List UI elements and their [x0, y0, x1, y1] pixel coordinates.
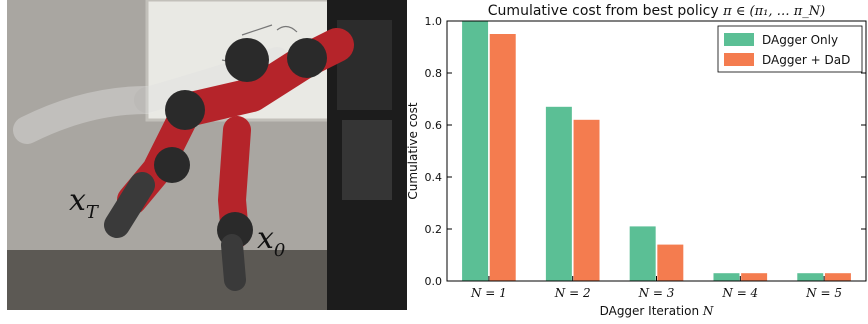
robot-arm-illustration: xT x0: [7, 0, 407, 310]
end-pose-label: x0: [257, 221, 285, 261]
bar-dagger-dad-1: [489, 34, 516, 281]
bar-dagger-dad-2: [573, 119, 600, 281]
bar-dagger-dad-3: [657, 244, 684, 281]
bar-dagger-only-4: [713, 273, 740, 281]
y-tick-label: 0.8: [425, 67, 443, 80]
bar-dagger-only-2: [545, 106, 572, 281]
x-tick-label: N = 1: [470, 286, 507, 300]
x-axis-label: DAgger Iteration N: [600, 304, 714, 318]
y-tick-label: 0.4: [425, 171, 443, 184]
bar-dagger-only-3: [629, 226, 656, 281]
plot-frame: [446, 20, 867, 282]
chart-title: Cumulative cost from best policy π ∈ (π₁…: [488, 3, 825, 19]
x-tick-label: N = 5: [805, 286, 842, 300]
y-tick-label: 0.2: [425, 223, 443, 236]
bar-dagger-only-1: [462, 21, 489, 281]
x-tick-label: N = 3: [638, 286, 675, 300]
x-tick-label: N = 4: [721, 286, 758, 300]
bar-dagger-dad-5: [824, 273, 851, 281]
cost-chart: Cumulative cost from best policy π ∈ (π₁…: [400, 0, 868, 320]
bar-dagger-dad-4: [741, 273, 768, 281]
bar-dagger-only-5: [797, 273, 824, 281]
legend: DAgger Only DAgger + DaD: [717, 25, 863, 73]
legend-swatch-dagger-only: [724, 33, 754, 46]
y-axis-label: Cumulative cost: [406, 102, 420, 199]
legend-swatch-dagger-dad: [724, 53, 754, 66]
bar-chart: Cumulative cost from best policy π ∈ (π₁…: [406, 3, 867, 318]
legend-label-dagger-only: DAgger Only: [762, 33, 838, 47]
y-tick-label: 0.6: [425, 119, 443, 132]
y-tick-label: 0.0: [425, 275, 443, 288]
y-tick-label: 1.0: [425, 15, 443, 28]
robot-photo: xT x0: [7, 0, 407, 310]
x-tick-label: N = 2: [554, 286, 591, 300]
legend-label-dagger-dad: DAgger + DaD: [762, 53, 850, 67]
start-pose-label: xT: [69, 183, 100, 223]
